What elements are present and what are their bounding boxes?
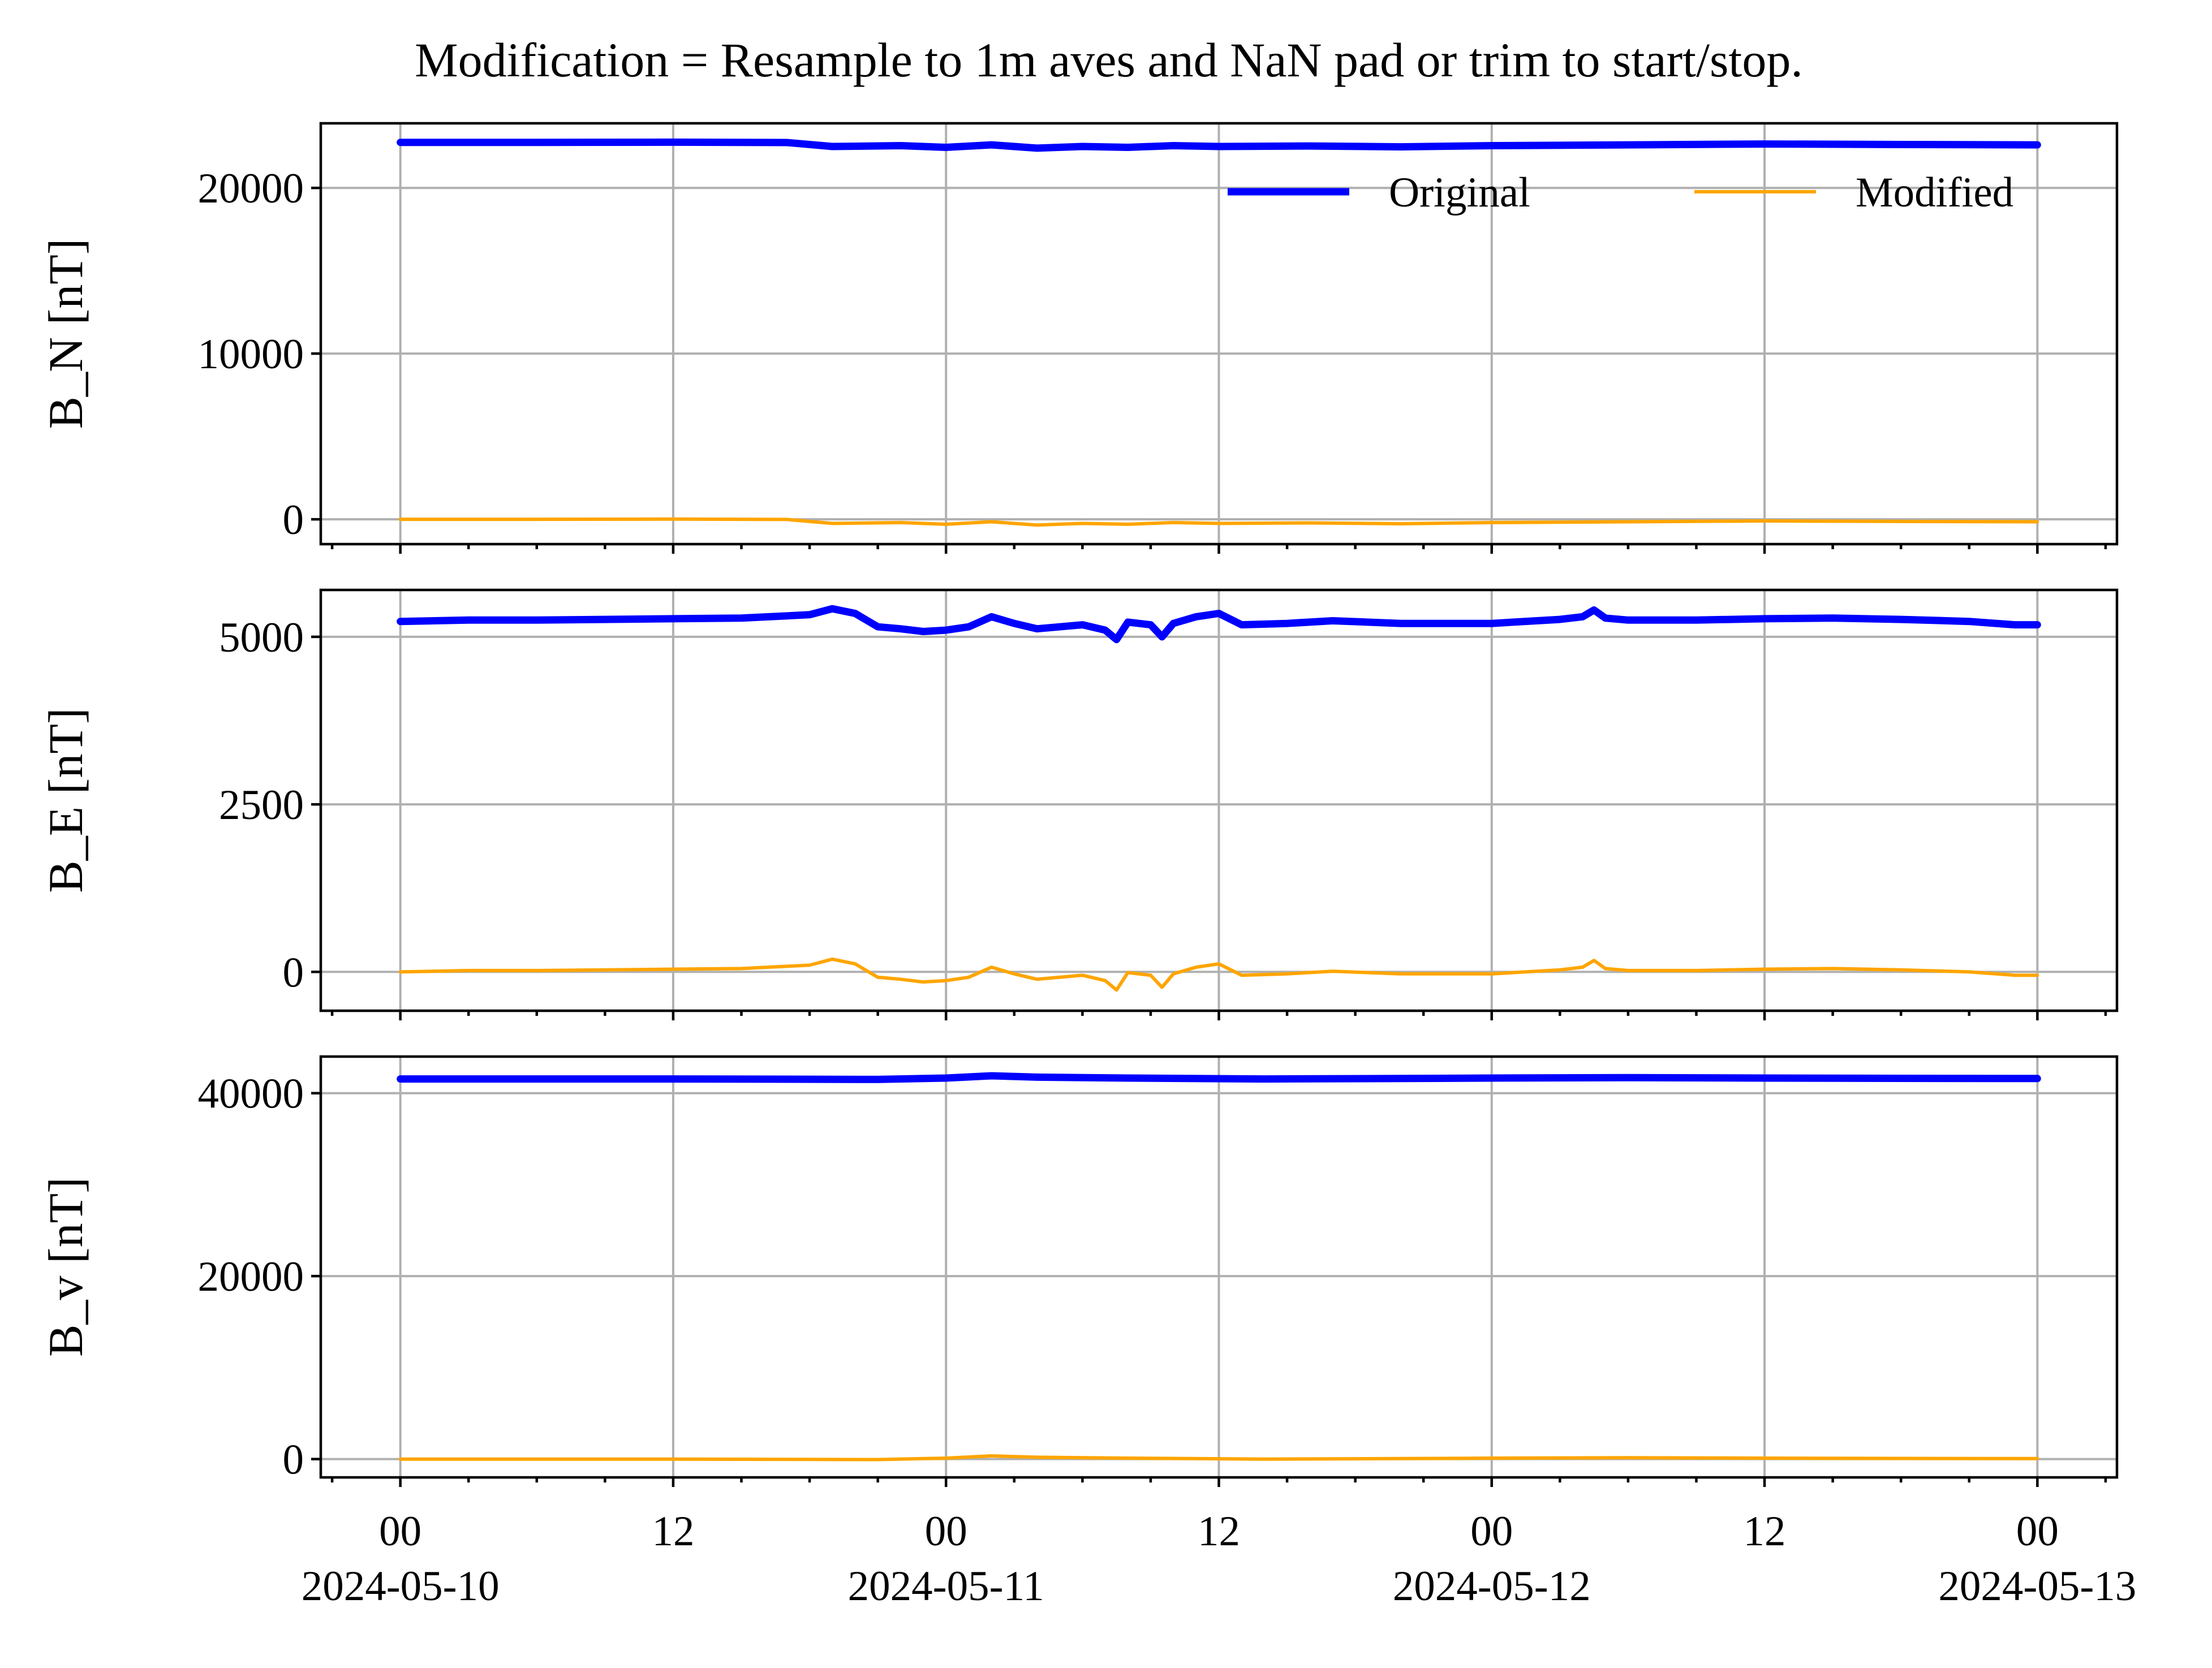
series-line-modified xyxy=(398,1454,2039,1462)
y-tick-label: 20000 xyxy=(198,165,304,212)
subplot-2: 0 2500 5000 B_E [nT] xyxy=(38,588,2119,1020)
series-line-original xyxy=(397,605,2041,644)
series-line-original xyxy=(397,138,2041,152)
x-tick-date-label: 2024-05-11 xyxy=(848,1563,1044,1610)
legend: Original Modified xyxy=(1228,169,2013,216)
legend-label-original: Original xyxy=(1389,169,1530,216)
y-tick-label: 5000 xyxy=(219,614,304,661)
y-tick-label: 40000 xyxy=(198,1071,304,1118)
subplot-1: 0 10000 20000 B_N [nT] Original Modified xyxy=(38,122,2119,554)
x-tick-label: 00 xyxy=(2016,1508,2059,1555)
y-tick-label: 0 xyxy=(283,1437,304,1484)
y-axis-label: B_N [nT] xyxy=(38,239,93,429)
y-tick-label: 0 xyxy=(283,497,304,544)
series-line-modified xyxy=(398,957,2039,992)
x-tick-label: 12 xyxy=(1198,1508,1240,1555)
x-tick-date-label: 2024-05-12 xyxy=(1393,1563,1591,1610)
y-axis-label: B_v [nT] xyxy=(38,1177,93,1357)
y-tick-label: 20000 xyxy=(198,1253,304,1300)
legend-label-modified: Modified xyxy=(1856,169,2013,216)
x-tick-label: 00 xyxy=(1470,1508,1513,1555)
y-tick-label: 10000 xyxy=(198,331,304,378)
series-line-modified xyxy=(398,517,2039,527)
x-axis-labels: 00 2024-05-10 12 00 2024-05-11 12 00 2024-05-12… xyxy=(302,1508,2137,1610)
subplot-3: 0 20000 40000 B_v [nT] xyxy=(38,1055,2119,1487)
series-line-original xyxy=(397,1072,2041,1083)
x-tick-label: 00 xyxy=(925,1508,967,1555)
x-tick-label: 12 xyxy=(652,1508,694,1555)
y-tick-label: 0 xyxy=(283,949,304,996)
x-tick-label: 00 xyxy=(379,1508,421,1555)
y-axis-label: B_E [nT] xyxy=(38,708,93,893)
x-tick-label: 12 xyxy=(1744,1508,1786,1555)
x-tick-date-label: 2024-05-10 xyxy=(302,1563,500,1610)
subplots: 0 10000 20000 B_N [nT] Original Modified 0 2500… xyxy=(38,122,2137,1610)
x-tick-date-label: 2024-05-13 xyxy=(1938,1563,2136,1610)
chart-title: Modification = Resample to 1m aves and N… xyxy=(415,33,1803,87)
y-tick-label: 2500 xyxy=(219,782,304,829)
